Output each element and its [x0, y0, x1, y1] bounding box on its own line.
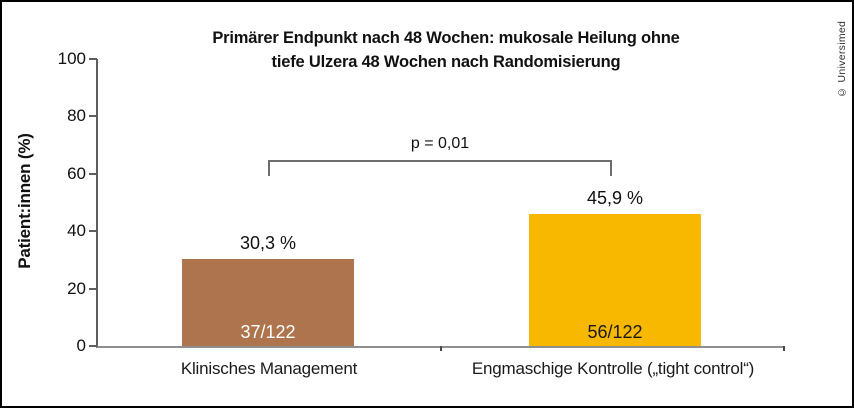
x-tick	[783, 346, 785, 351]
y-tick	[89, 58, 97, 60]
y-tick	[89, 115, 97, 117]
significance-bracket	[268, 160, 612, 176]
y-tick-label: 100	[57, 49, 86, 68]
y-tick-label: 40	[67, 221, 86, 240]
bar-engmaschige-kontrolle: 56/122	[529, 214, 701, 346]
y-tick	[89, 230, 97, 232]
y-tick-label: 20	[67, 279, 86, 298]
bar-value-label: 45,9 %	[586, 188, 644, 209]
y-axis-label: Patient:innen (%)	[15, 133, 34, 269]
bar-value-label: 30,3 %	[239, 233, 297, 254]
x-tick	[440, 346, 442, 351]
copyright-watermark: © Universimed	[836, 20, 848, 98]
plot-area: 100 80 60 40 20 0 37/122 56/122 30,3 % 4…	[58, 49, 785, 378]
x-category-label: Engmaschige Kontrolle („tight control“)	[471, 359, 755, 378]
y-tick	[89, 288, 97, 290]
y-tick	[89, 173, 97, 175]
y-tick-label: 0	[76, 336, 86, 355]
bar-fraction-label: 37/122	[240, 322, 296, 342]
y-tick-label: 60	[67, 164, 86, 183]
bar-fraction-label: 56/122	[587, 322, 643, 342]
y-tick-label: 80	[67, 106, 86, 125]
chart-title: Primärer Endpunkt nach 48 Wochen: mukosa…	[212, 29, 680, 71]
bar-klinisches-management: 37/122	[182, 259, 354, 346]
y-tick	[89, 345, 97, 347]
p-value-label: p = 0,01	[410, 135, 470, 152]
x-category-label: Klinisches Management	[180, 359, 358, 378]
